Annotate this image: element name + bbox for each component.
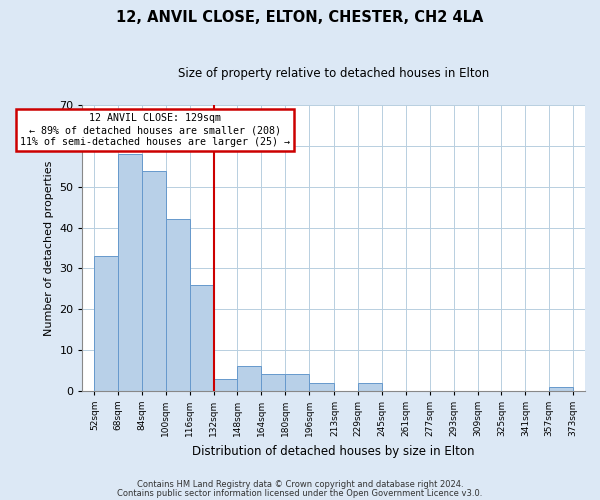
Bar: [285, 374, 309, 391]
Bar: [166, 220, 190, 391]
Bar: [238, 366, 262, 391]
Bar: [118, 154, 142, 391]
X-axis label: Distribution of detached houses by size in Elton: Distribution of detached houses by size …: [193, 444, 475, 458]
Text: Contains public sector information licensed under the Open Government Licence v3: Contains public sector information licen…: [118, 489, 482, 498]
Bar: [262, 374, 285, 391]
Text: 12, ANVIL CLOSE, ELTON, CHESTER, CH2 4LA: 12, ANVIL CLOSE, ELTON, CHESTER, CH2 4LA: [116, 10, 484, 25]
Bar: [214, 378, 238, 391]
Bar: [190, 284, 214, 391]
Bar: [549, 386, 573, 391]
Text: Contains HM Land Registry data © Crown copyright and database right 2024.: Contains HM Land Registry data © Crown c…: [137, 480, 463, 489]
Bar: [358, 382, 382, 391]
Bar: [309, 382, 334, 391]
Y-axis label: Number of detached properties: Number of detached properties: [44, 160, 53, 336]
Title: Size of property relative to detached houses in Elton: Size of property relative to detached ho…: [178, 68, 490, 80]
Text: 12 ANVIL CLOSE: 129sqm  
← 89% of detached houses are smaller (208)
11% of semi-: 12 ANVIL CLOSE: 129sqm ← 89% of detached…: [20, 114, 290, 146]
Bar: [142, 170, 166, 391]
Bar: [94, 256, 118, 391]
